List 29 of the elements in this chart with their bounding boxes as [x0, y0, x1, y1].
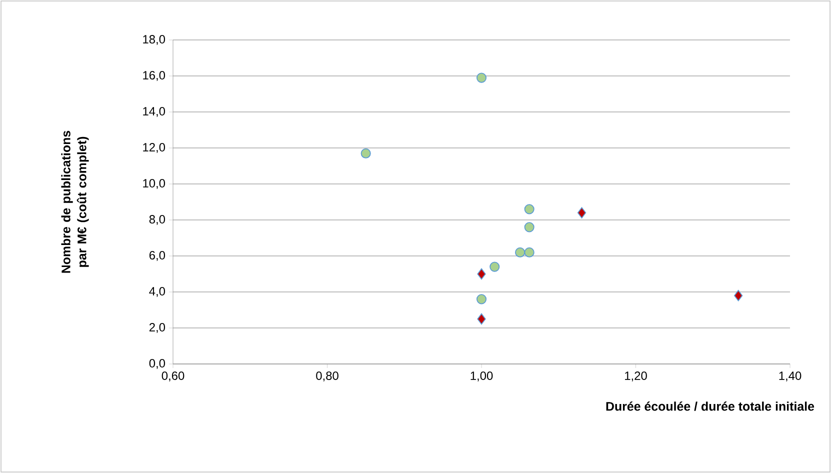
y-tick-label: 18,0 — [143, 35, 166, 45]
point — [524, 204, 534, 214]
x-tick-label: 1,40 — [779, 372, 802, 382]
y-axis-title: Nombre de publications par M€ (coût complet) — [61, 130, 89, 273]
point — [476, 72, 487, 83]
y-tick-label: 12,0 — [143, 143, 166, 153]
x-tick-label: 0,60 — [162, 372, 184, 382]
point — [515, 247, 526, 258]
x-axis-title: Durée écoulée / durée totale initiale — [606, 402, 814, 411]
point — [476, 294, 487, 304]
y-tick-label: 4,0 — [149, 287, 166, 297]
point — [490, 262, 500, 272]
y-tick-label: 14,0 — [143, 107, 166, 117]
point — [524, 247, 534, 258]
y-tick-label: 10,0 — [143, 179, 166, 189]
y-tick-label: 0,0 — [149, 359, 166, 369]
point — [524, 222, 534, 232]
point — [477, 268, 486, 280]
y-tick-label: 2,0 — [149, 323, 166, 333]
point — [477, 313, 486, 325]
x-tick-label: 0,80 — [316, 372, 338, 382]
point — [360, 148, 371, 158]
y-tick-label: 8,0 — [149, 215, 166, 225]
x-tick-label: 1,00 — [470, 372, 493, 382]
point — [577, 207, 586, 218]
y-tick-label: 16,0 — [143, 71, 166, 81]
point — [734, 290, 743, 302]
y-tick-label: 6,0 — [149, 251, 166, 261]
x-tick-label: 1,20 — [625, 372, 647, 382]
